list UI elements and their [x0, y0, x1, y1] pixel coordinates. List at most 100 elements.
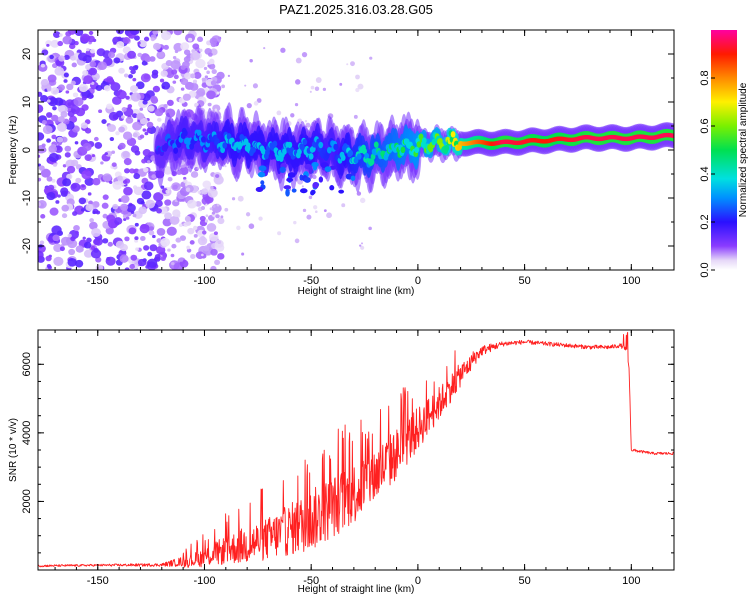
noise-speck	[106, 103, 113, 110]
noise-speck	[63, 79, 68, 83]
noise-speck	[88, 200, 93, 205]
noise-speck	[146, 121, 154, 128]
noise-speck	[210, 185, 214, 190]
colorbar-tick-label: 0.8	[699, 70, 711, 85]
noise-speck	[192, 43, 200, 50]
noise-speck	[151, 72, 159, 79]
noise-speck	[120, 203, 129, 211]
noise-speck	[152, 85, 161, 93]
noise-speck	[60, 236, 71, 246]
noise-speck	[139, 107, 144, 111]
ridge-outlier	[260, 180, 265, 185]
noise-speck	[130, 92, 141, 102]
noise-speck	[139, 117, 148, 125]
noise-speck	[38, 154, 41, 158]
ridge-core	[226, 133, 232, 140]
noise-speck	[202, 180, 212, 189]
noise-speck	[368, 226, 372, 231]
noise-speck	[125, 116, 134, 124]
noise-speck	[115, 240, 125, 249]
noise-speck	[102, 80, 106, 84]
snr-xtick-label: -100	[193, 575, 215, 587]
noise-speck	[41, 120, 47, 125]
noise-speck	[155, 44, 161, 49]
noise-speck	[308, 195, 313, 200]
noise-speck	[60, 111, 68, 118]
noise-speck	[55, 200, 60, 204]
noise-speck	[353, 114, 358, 119]
noise-speck	[68, 248, 76, 256]
noise-speck	[197, 190, 201, 194]
colorbar-tick-label: 0.4	[699, 166, 711, 181]
noise-speck	[141, 190, 152, 200]
ridge-core	[300, 144, 306, 152]
noise-speck	[38, 177, 42, 182]
colorbar-label: Normalized spectral amplitude	[738, 82, 749, 217]
noise-speck	[106, 214, 116, 223]
noise-speck	[53, 256, 64, 266]
spectrogram-xtick-label: -100	[193, 275, 215, 287]
noise-speck	[202, 230, 207, 235]
noise-speck	[73, 224, 80, 232]
noise-speck	[125, 216, 130, 220]
noise-speck	[50, 87, 60, 95]
snr-ytick-label: 2000	[21, 489, 33, 513]
ridge-outlier	[318, 176, 324, 183]
noise-speck	[360, 245, 365, 250]
noise-speck	[355, 74, 360, 80]
noise-speck	[236, 225, 241, 231]
spectrogram-xtick-label: 50	[518, 275, 530, 287]
noise-speck	[176, 169, 182, 175]
noise-speck	[163, 166, 173, 175]
ridge-outlier	[257, 171, 266, 178]
noise-speck	[75, 107, 86, 117]
ridge-outlier	[312, 181, 319, 189]
ridge-core	[672, 134, 674, 139]
noise-speck	[83, 249, 94, 258]
noise-speck	[124, 168, 130, 174]
noise-speck	[172, 184, 178, 190]
noise-speck	[215, 174, 220, 178]
noise-speck	[53, 243, 63, 253]
noise-speck	[249, 59, 253, 63]
noise-speck	[116, 41, 125, 49]
noise-speck	[118, 67, 125, 74]
noise-speck	[94, 141, 103, 149]
noise-speck	[105, 256, 116, 266]
noise-speck	[190, 171, 199, 178]
noise-speck	[123, 158, 132, 166]
noise-speck	[210, 41, 217, 48]
noise-speck	[357, 83, 364, 90]
noise-speck	[183, 179, 188, 184]
noise-speck	[163, 44, 169, 50]
noise-speck	[38, 202, 41, 207]
noise-speck	[134, 236, 139, 241]
snr-ytick-label: 6000	[21, 352, 33, 376]
noise-speck	[57, 194, 61, 198]
noise-speck	[215, 214, 220, 219]
noise-speck	[147, 105, 155, 112]
noise-speck	[129, 66, 134, 71]
noise-speck	[125, 95, 130, 100]
noise-speck	[164, 212, 172, 220]
noise-speck	[190, 51, 201, 61]
noise-speck	[88, 30, 94, 35]
spectrogram-xlabel: Height of straight line (km)	[298, 286, 415, 297]
noise-speck	[122, 151, 130, 158]
noise-speck	[130, 254, 138, 261]
noise-speck	[214, 259, 221, 265]
noise-speck	[157, 51, 165, 58]
noise-speck	[46, 87, 52, 92]
ridge-core	[251, 146, 256, 153]
noise-speck	[106, 76, 114, 83]
noise-speck	[148, 230, 155, 236]
noise-speck	[216, 71, 225, 80]
snr-frame	[37, 329, 675, 571]
noise-speck	[67, 258, 77, 267]
noise-speck	[189, 82, 199, 91]
noise-speck	[46, 176, 53, 182]
ridge-core	[675, 134, 680, 138]
noise-speck	[118, 142, 126, 150]
ridge-core	[302, 138, 308, 146]
noise-speck	[206, 223, 217, 232]
